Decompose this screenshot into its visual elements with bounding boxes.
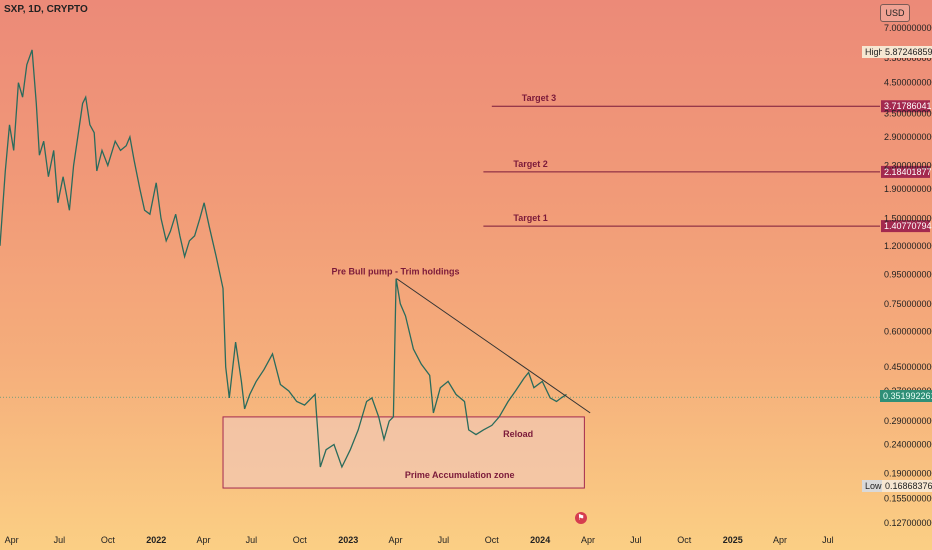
y-tick-label: 0.600000000 [884, 326, 932, 336]
y-tick-label: 4.500000000 [884, 78, 932, 88]
y-tick-label: 1.900000000 [884, 184, 932, 194]
y-axis: 7.0000000005.5000000004.5000000003.50000… [884, 23, 932, 528]
events-flag-icon[interactable]: ⚑ [575, 512, 587, 524]
zone-rect [222, 416, 585, 489]
x-tick-label: Jul [630, 535, 642, 545]
x-tick-label: 2022 [146, 535, 166, 545]
symbol-title: SXP, 1D, CRYPTO [4, 4, 88, 15]
accumulation-zone [222, 416, 585, 489]
y-tick-label: 0.290000000 [884, 416, 932, 426]
target-label: Target 1 [513, 213, 547, 223]
y-tick-label: 0.750000000 [884, 299, 932, 309]
x-tick-label: Apr [389, 535, 403, 545]
x-tick-label: 2025 [723, 535, 743, 545]
y-tick-label: 0.950000000 [884, 270, 932, 280]
x-tick-label: Apr [5, 535, 19, 545]
y-tick-label: 0.240000000 [884, 439, 932, 449]
x-tick-label: 2024 [530, 535, 550, 545]
low-value: 0.168683760 [882, 480, 932, 492]
y-tick-label: 2.300000000 [884, 161, 932, 171]
current-price-tag: 0.351992261 [880, 390, 932, 402]
target-price-tag: 2.184018771 [884, 167, 932, 177]
price-series [0, 49, 567, 469]
target-price-bg [881, 220, 930, 233]
x-tick-label: Jul [54, 535, 66, 545]
annotation-label: Pre Bull pump - Trim holdings [332, 267, 460, 277]
annotation-label: Prime Accumulation zone [405, 470, 515, 480]
currency-button[interactable]: USD [880, 4, 910, 22]
y-tick-label: 0.155000000 [884, 493, 932, 503]
y-tick-label: 2.900000000 [884, 132, 932, 142]
x-tick-label: Apr [581, 535, 595, 545]
target-lines: Target 3 3.717860417 Target 2 2.184018771 Ta… [483, 93, 932, 233]
target-price-bg [881, 100, 930, 113]
x-tick-label: Oct [485, 535, 500, 545]
trendline [396, 278, 591, 414]
x-tick-label: Apr [773, 535, 787, 545]
x-tick-label: Jul [438, 535, 450, 545]
x-tick-label: Oct [677, 535, 692, 545]
trendline-segment [396, 278, 591, 414]
y-tick-label: 1.500000000 [884, 213, 932, 223]
y-tick-label: 1.200000000 [884, 241, 932, 251]
target-label: Target 3 [522, 93, 556, 103]
target-label: Target 2 [513, 159, 547, 169]
x-tick-label: Apr [197, 535, 211, 545]
y-tick-label: 0.450000000 [884, 362, 932, 372]
x-tick-label: Oct [293, 535, 308, 545]
target-price-tag: 3.717860417 [884, 101, 932, 111]
x-axis: Apr Jul Oct 2022 Apr Jul Oct 2023 Apr Jul Oct 2024 A… [5, 535, 834, 545]
annotation-label: Reload [503, 429, 533, 439]
x-tick-label: Oct [101, 535, 116, 545]
y-tick-label: 0.190000000 [884, 468, 932, 478]
high-label: High [862, 46, 887, 58]
annotations: Pre Bull pump - Trim holdings Reload Prime… [332, 267, 534, 480]
low-label: Low [862, 480, 885, 492]
target-price-bg [881, 165, 930, 178]
x-tick-label: 2023 [338, 535, 358, 545]
x-tick-label: Jul [246, 535, 258, 545]
x-tick-label: Jul [822, 535, 834, 545]
y-tick-label: 7.000000000 [884, 23, 932, 33]
target-price-tag: 1.407707943 [884, 221, 932, 231]
y-tick-label: 3.500000000 [884, 109, 932, 119]
high-value: 5.872468594 [882, 46, 932, 58]
series-line [0, 49, 567, 469]
y-tick-label: 0.127000000 [884, 518, 932, 528]
